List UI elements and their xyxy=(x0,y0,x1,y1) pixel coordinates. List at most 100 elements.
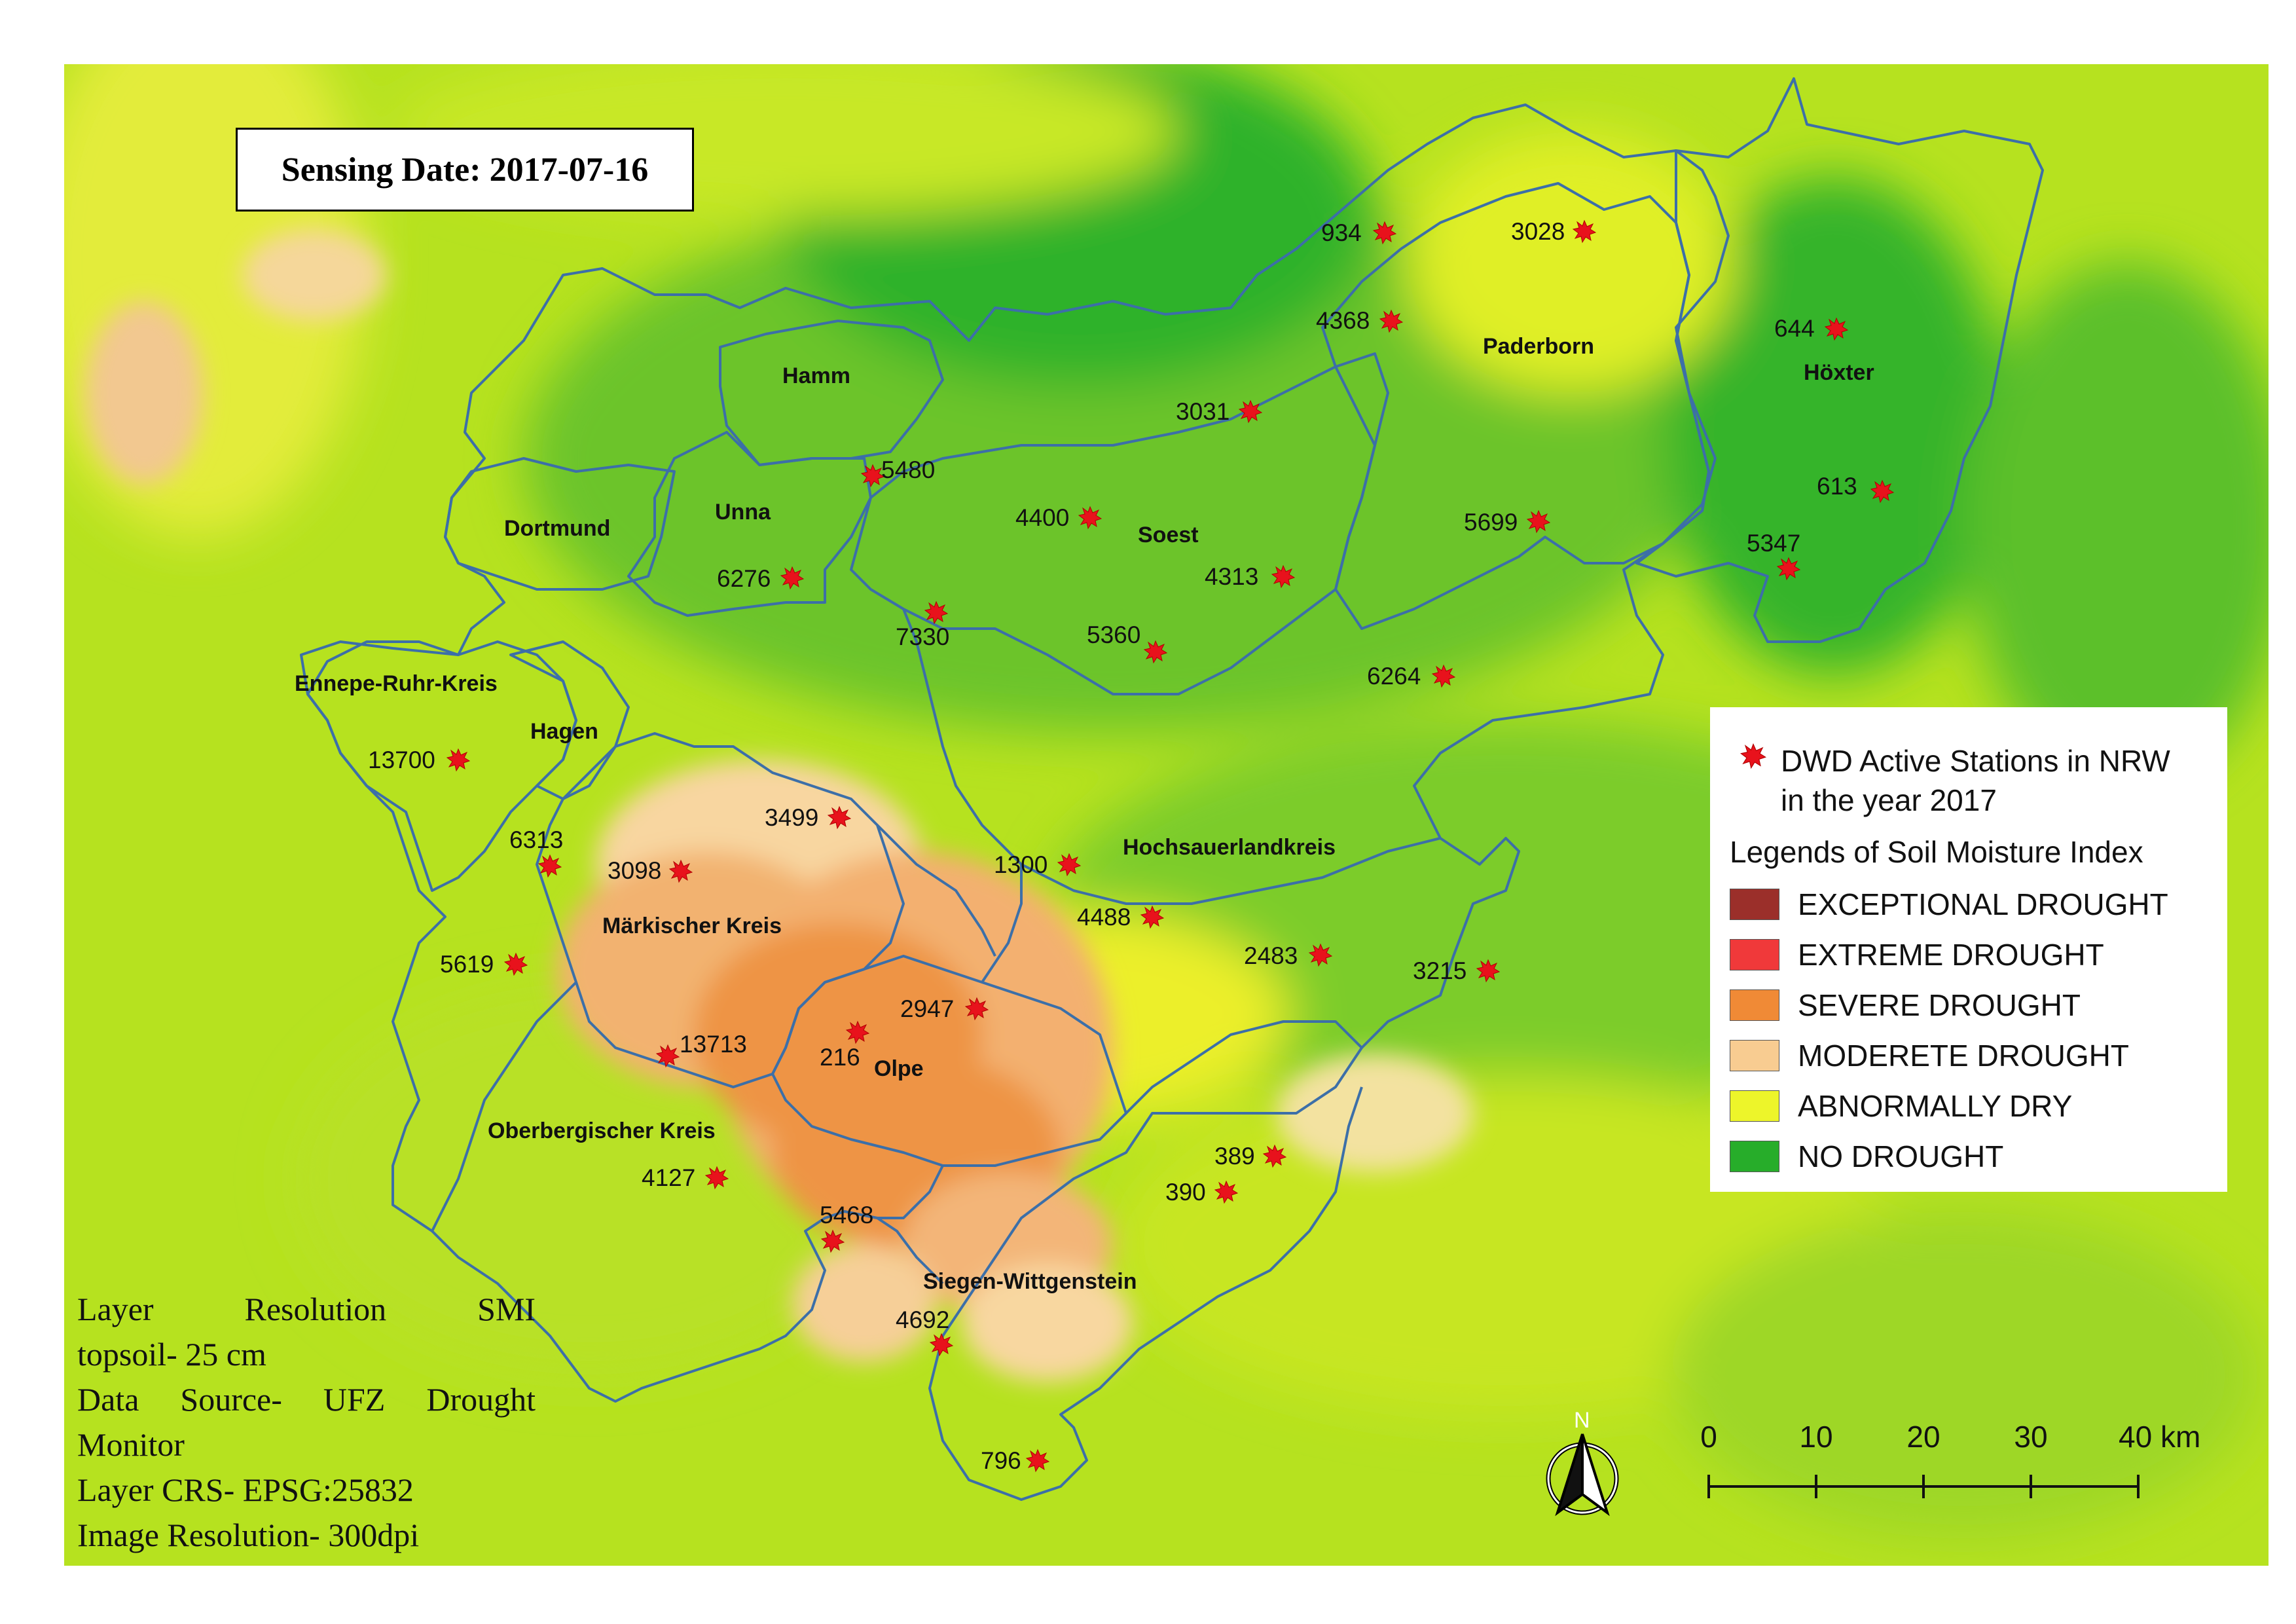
district-label-hamm: Hamm xyxy=(782,363,850,388)
svg-text:5480: 5480 xyxy=(881,456,935,483)
legend-swatch xyxy=(1730,989,1779,1021)
station-3031: 3031 xyxy=(1176,398,1262,425)
svg-text:4313: 4313 xyxy=(1205,563,1258,590)
info-line: Layer CRS- EPSG:25832 xyxy=(77,1471,414,1508)
station-390: 390 xyxy=(1165,1179,1238,1206)
district-boundaries xyxy=(300,77,2044,1501)
svg-text:6276: 6276 xyxy=(717,565,771,592)
station-3098: 3098 xyxy=(608,857,693,884)
legend-station-row: DWD Active Stations in NRW in the year 2… xyxy=(1730,741,2208,820)
svg-text:5468: 5468 xyxy=(820,1202,873,1228)
scale-tick-label: 0 xyxy=(1700,1420,1717,1454)
scale-tick-label: 10 xyxy=(1799,1420,1832,1454)
svg-text:796: 796 xyxy=(981,1447,1021,1474)
station-markers: 934 3028 4368 644 3031 5480 4400 5699 61… xyxy=(368,218,1894,1474)
station-13700: 13700 xyxy=(368,747,470,773)
svg-text:13713: 13713 xyxy=(680,1031,747,1058)
station-5480: 5480 xyxy=(861,456,935,487)
district-labels: Hamm Unna Dortmund Soest Paderborn Höxte… xyxy=(295,334,1874,1294)
svg-text:5347: 5347 xyxy=(1747,530,1800,557)
legend-item-label: EXCEPTIONAL DROUGHT xyxy=(1798,887,2168,921)
station-5699: 5699 xyxy=(1464,509,1550,536)
svg-text:13700: 13700 xyxy=(368,747,435,773)
legend-item-label: SEVERE DROUGHT xyxy=(1798,987,2081,1022)
svg-text:4400: 4400 xyxy=(1015,504,1069,531)
legend-item: SEVERE DROUGHT xyxy=(1730,980,2208,1030)
scale-tick-label: 20 xyxy=(1906,1420,1940,1454)
district-label-ennepe-ruhr-kreis: Ennepe-Ruhr-Kreis xyxy=(295,671,498,696)
svg-text:3215: 3215 xyxy=(1413,957,1467,984)
legend-item-label: EXTREME DROUGHT xyxy=(1798,937,2104,972)
svg-text:4368: 4368 xyxy=(1316,307,1370,334)
svg-text:1300: 1300 xyxy=(994,851,1048,878)
legend-swatch xyxy=(1730,1140,1779,1172)
svg-text:3028: 3028 xyxy=(1511,218,1565,245)
station-2947: 2947 xyxy=(900,995,989,1022)
station-13713: 13713 xyxy=(656,1031,747,1067)
station-6276: 6276 xyxy=(717,565,804,592)
svg-text:934: 934 xyxy=(1321,219,1362,246)
district-label-hagen: Hagen xyxy=(530,719,598,744)
station-5468: 5468 xyxy=(820,1202,873,1253)
district-label-dortmund: Dortmund xyxy=(504,516,610,541)
info-line: Image Resolution- 300dpi xyxy=(77,1517,420,1553)
legend-item: NO DROUGHT xyxy=(1730,1131,2208,1181)
svg-text:7330: 7330 xyxy=(896,623,949,650)
station-796: 796 xyxy=(981,1447,1049,1474)
district-label-soest: Soest xyxy=(1138,523,1199,547)
station-5619: 5619 xyxy=(440,951,528,978)
station-4400: 4400 xyxy=(1015,504,1102,531)
svg-text:5360: 5360 xyxy=(1087,621,1140,648)
layer-info-text: Layer Resolution SMI topsoil- 25 cm Data… xyxy=(77,1287,536,1558)
station-644: 644 xyxy=(1774,315,1848,342)
scale-tick-label: 30 xyxy=(2014,1420,2047,1454)
district-label-maerkischer-kreis: Märkischer Kreis xyxy=(602,913,782,938)
north-arrow-icon: N xyxy=(1546,1408,1619,1517)
station-4488: 4488 xyxy=(1077,904,1164,931)
station-4692: 4692 xyxy=(896,1306,953,1356)
station-4368: 4368 xyxy=(1316,307,1403,334)
svg-text:6313: 6313 xyxy=(509,826,563,853)
sensing-date-text: Sensing Date: 2017-07-16 xyxy=(281,151,649,189)
legend-swatch xyxy=(1730,1039,1779,1071)
scale-bar: 0 10 20 30 40 km xyxy=(1700,1420,2200,1498)
svg-text:2483: 2483 xyxy=(1244,942,1298,969)
svg-text:4692: 4692 xyxy=(896,1306,949,1333)
station-4127: 4127 xyxy=(642,1164,729,1191)
station-4313: 4313 xyxy=(1205,563,1295,590)
info-line: Monitor xyxy=(77,1426,185,1463)
svg-text:644: 644 xyxy=(1774,315,1815,342)
svg-text:4127: 4127 xyxy=(642,1164,695,1191)
north-label: N xyxy=(1574,1408,1590,1433)
legend-item-label: NO DROUGHT xyxy=(1798,1139,2004,1173)
svg-text:2947: 2947 xyxy=(900,995,954,1022)
district-label-oberbergischer-kreis: Oberbergischer Kreis xyxy=(488,1118,716,1143)
station-613: 613 xyxy=(1817,473,1894,503)
legend-station-label: DWD Active Stations in NRW xyxy=(1781,744,2170,778)
svg-text:389: 389 xyxy=(1214,1143,1255,1170)
station-7330: 7330 xyxy=(896,601,949,650)
legend-item-label: MODERETE DROUGHT xyxy=(1798,1038,2129,1073)
svg-text:613: 613 xyxy=(1817,473,1857,500)
scale-tick-label: 40 km xyxy=(2119,1420,2200,1454)
station-934: 934 xyxy=(1321,219,1396,246)
station-6264: 6264 xyxy=(1367,663,1455,690)
station-1300: 1300 xyxy=(994,851,1081,878)
station-389: 389 xyxy=(1214,1143,1286,1170)
legend-item: EXTREME DROUGHT xyxy=(1730,929,2208,980)
legend-swatch xyxy=(1730,1090,1779,1122)
district-label-siegen-wittgenstein: Siegen-Wittgenstein xyxy=(923,1269,1137,1294)
info-line: Layer Resolution SMI xyxy=(77,1291,536,1327)
station-216: 216 xyxy=(820,1021,869,1071)
red-star-icon xyxy=(1740,743,1766,769)
station-3215: 3215 xyxy=(1413,957,1500,984)
svg-text:3031: 3031 xyxy=(1176,398,1230,425)
svg-text:216: 216 xyxy=(820,1044,860,1071)
svg-text:3098: 3098 xyxy=(608,857,661,884)
svg-text:5699: 5699 xyxy=(1464,509,1518,536)
legend-station-label-2: in the year 2017 xyxy=(1781,783,1997,817)
sensing-date-box: Sensing Date: 2017-07-16 xyxy=(236,128,694,212)
district-label-olpe: Olpe xyxy=(874,1056,924,1081)
legend-item: MODERETE DROUGHT xyxy=(1730,1030,2208,1080)
district-label-unna: Unna xyxy=(715,500,771,525)
